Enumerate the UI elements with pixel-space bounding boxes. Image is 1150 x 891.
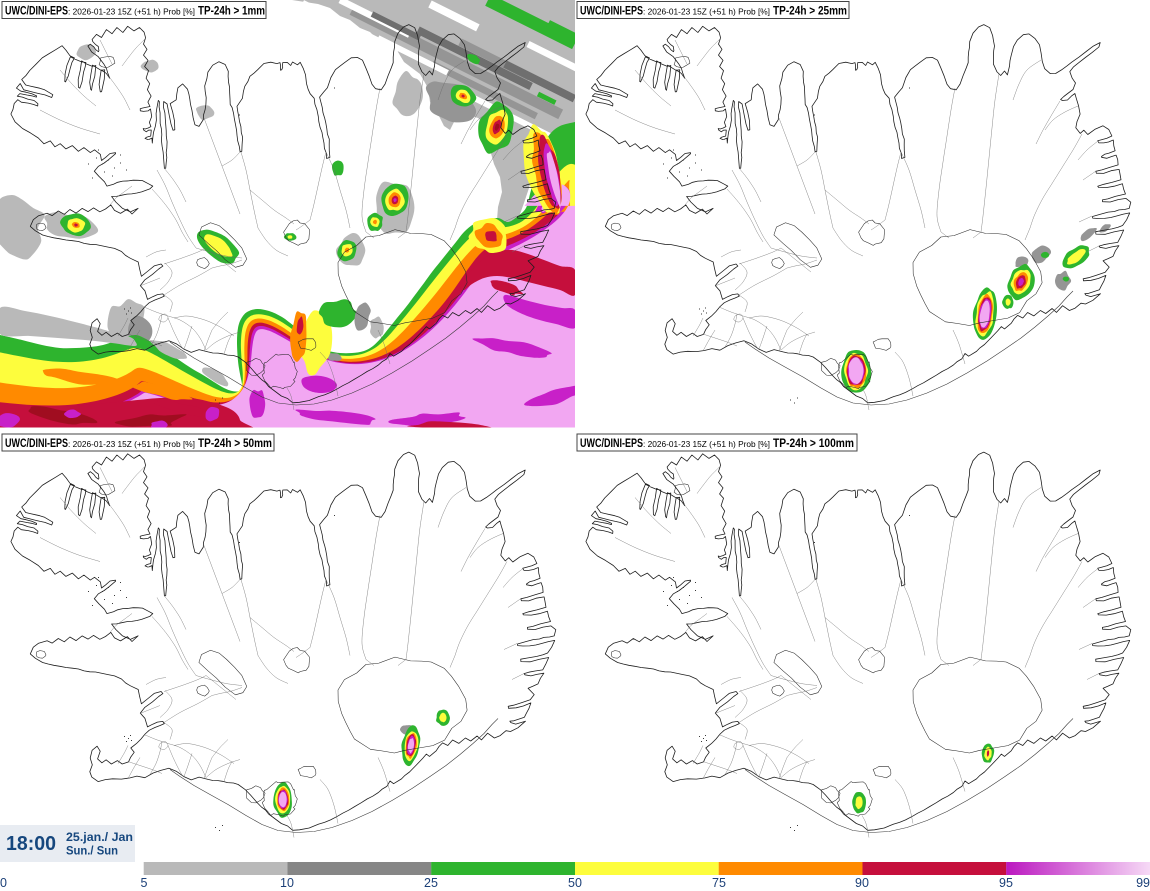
svg-text:Sun./ Sun: Sun./ Sun [66, 844, 118, 858]
svg-text:UWC/DINI-EPS: 2026-01-23 15Z (: UWC/DINI-EPS: 2026-01-23 15Z (+51 h) Pro… [580, 6, 847, 18]
svg-text:50: 50 [568, 876, 582, 890]
svg-text:18:00: 18:00 [6, 832, 56, 855]
svg-text:90: 90 [855, 876, 869, 890]
svg-text:UWC/DINI-EPS: 2026-01-23 15Z (: UWC/DINI-EPS: 2026-01-23 15Z (+51 h) Pro… [5, 6, 265, 18]
svg-text:0: 0 [0, 876, 7, 890]
svg-text:25: 25 [424, 876, 438, 890]
svg-text:UWC/DINI-EPS: 2026-01-23 15Z (: UWC/DINI-EPS: 2026-01-23 15Z (+51 h) Pro… [580, 438, 854, 450]
svg-text:75: 75 [712, 876, 726, 890]
svg-text:99: 99 [1136, 876, 1150, 890]
svg-text:95: 95 [999, 876, 1013, 890]
svg-text:25.jan./ Jan: 25.jan./ Jan [66, 830, 133, 844]
svg-text:5: 5 [141, 876, 148, 890]
svg-text:10: 10 [280, 876, 294, 890]
svg-text:UWC/DINI-EPS: 2026-01-23 15Z (: UWC/DINI-EPS: 2026-01-23 15Z (+51 h) Pro… [5, 438, 272, 450]
